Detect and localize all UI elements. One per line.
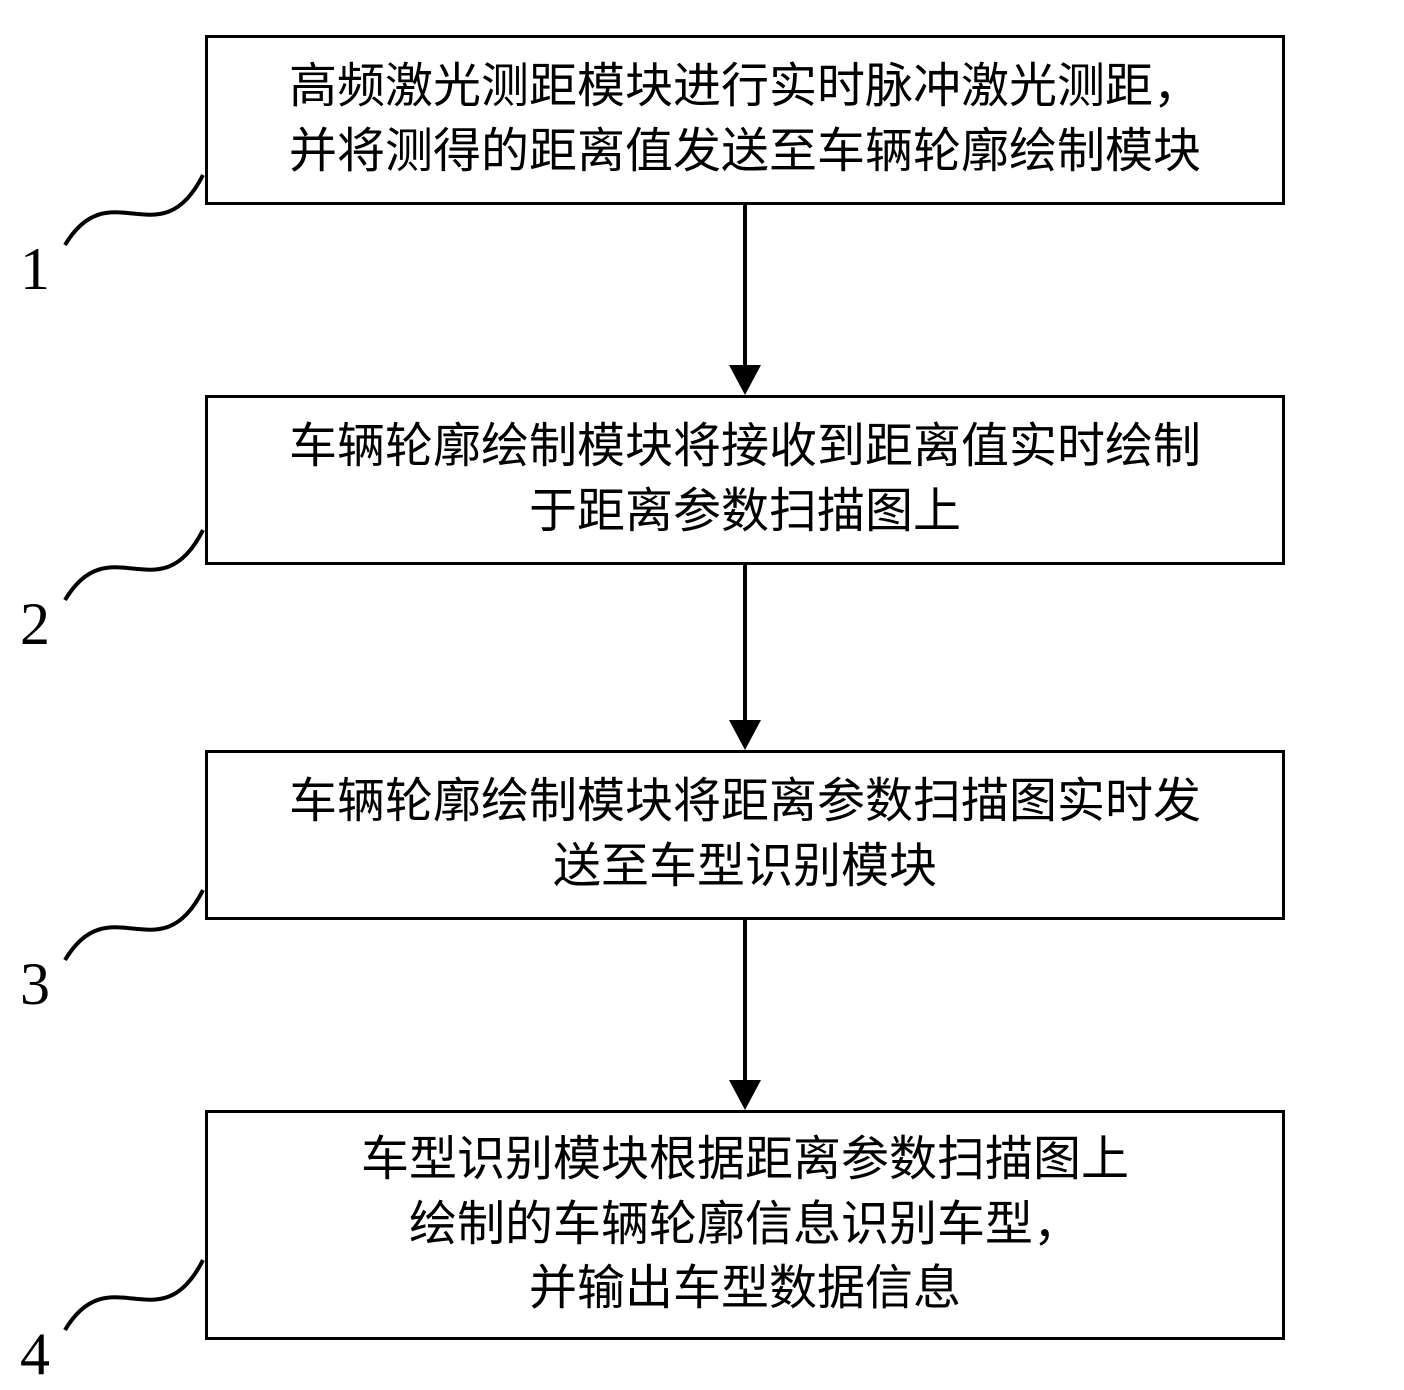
flowchart-canvas: 高频激光测距模块进行实时脉冲激光测距， 并将测得的距离值发送至车辆轮廓绘制模块 … xyxy=(0,0,1404,1390)
step-number-4: 4 xyxy=(20,1320,50,1389)
callout-connector-4 xyxy=(0,0,1404,1390)
callout-path-4 xyxy=(65,1260,203,1330)
